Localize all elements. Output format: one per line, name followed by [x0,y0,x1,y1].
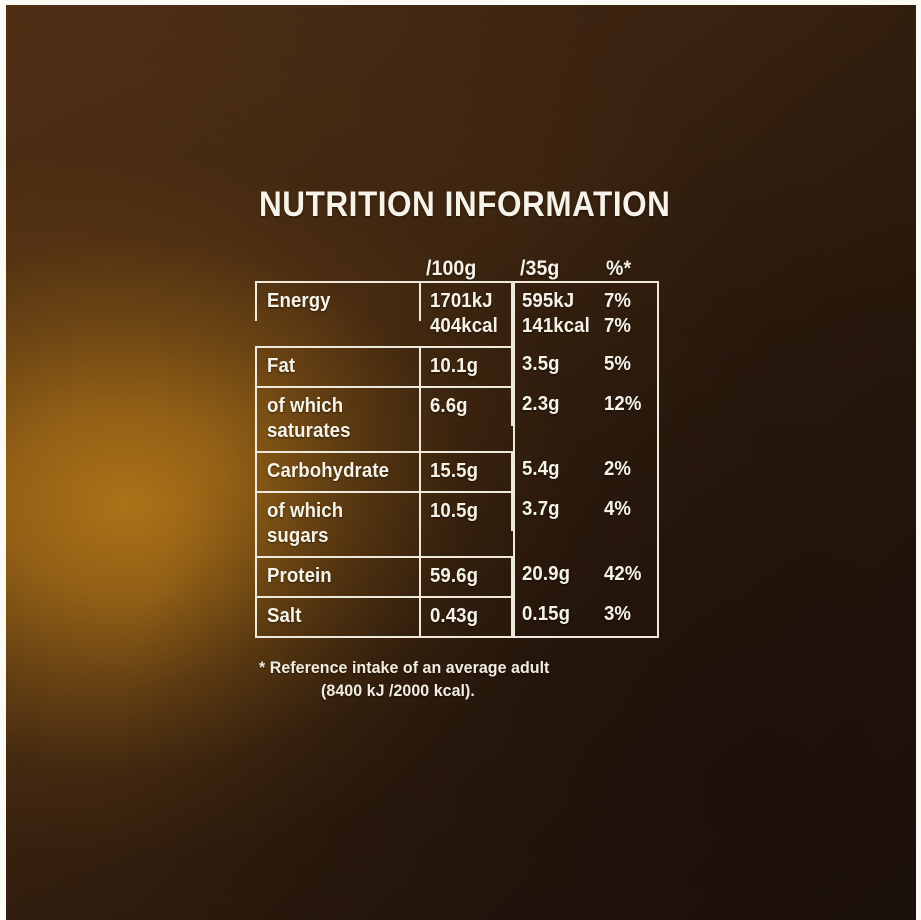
row-value-per-35g: 2.3g [522,393,560,415]
row-value-per-35g: 3.7g [522,498,560,520]
row-label-fat: Fat [255,346,421,386]
column-header-per-100g: /100g [426,257,477,280]
row-value-per-35g: 3.5g [522,353,560,375]
table-row: Salt 0.43g 0.15g 3% [255,596,659,636]
row-value-percent: 2% [604,458,632,480]
row-value-percent: 42% [604,563,642,585]
table-row: of which saturates 6.6g 2.3g 12% [255,386,659,451]
table-row: of which sugars 10.5g 3.7g 4% [255,491,659,556]
row-value-per-35g: 595kJ 141kcal [522,290,590,337]
footnote: * Reference intake of an average adult (… [259,656,675,702]
table-row: Carbohydrate 15.5g 5.4g 2% [255,451,659,491]
footnote-line-2: (8400 kJ /2000 kcal). [321,681,475,700]
row-value-per-100g: 6.6g [421,386,513,426]
row-value-per-100g: 59.6g [421,556,513,596]
column-headers: /100g /35g %* [255,247,675,281]
row-label-salt: Salt [255,596,421,636]
column-header-per-35g: /35g [520,257,560,280]
packaging-photo: NUTRITION INFORMATION /100g /35g %* Ener… [6,5,916,920]
row-label-protein: Protein [255,556,421,596]
row-label-sugars: of which sugars [255,491,421,556]
row-value-per-35g: 5.4g [522,458,560,480]
row-value-per-35g: 0.15g [522,603,571,625]
table-row: Energy 1701kJ 404kcal 595kJ 141kcal 7% 7… [255,283,659,346]
row-label-saturates: of which saturates [255,386,421,451]
nutrition-table: Energy 1701kJ 404kcal 595kJ 141kcal 7% 7… [255,281,659,638]
panel-title: NUTRITION INFORMATION [259,185,671,224]
row-value-per-35g: 20.9g [522,563,571,585]
column-header-percent: %* [606,257,632,280]
row-value-per-100g: 10.1g [421,346,513,386]
row-value-percent: 3% [604,603,632,625]
row-value-per-100g: 10.5g [421,491,513,531]
row-value-per-100g: 0.43g [421,596,513,636]
nutrition-panel: NUTRITION INFORMATION /100g /35g %* Ener… [255,185,675,702]
row-label-carbohydrate: Carbohydrate [255,451,421,491]
row-value-percent: 12% [604,393,642,415]
row-value-per-100g: 1701kJ 404kcal [421,283,513,346]
row-label-energy: Energy [255,283,421,321]
row-value-percent: 5% [604,353,632,375]
row-value-percent: 7% 7% [604,290,632,337]
row-value-per-100g: 15.5g [421,451,513,491]
footnote-line-1: * Reference intake of an average adult [259,658,550,677]
background-vignette [6,5,916,920]
table-row: Protein 59.6g 20.9g 42% [255,556,659,596]
table-row: Fat 10.1g 3.5g 5% [255,346,659,386]
row-value-percent: 4% [604,498,632,520]
